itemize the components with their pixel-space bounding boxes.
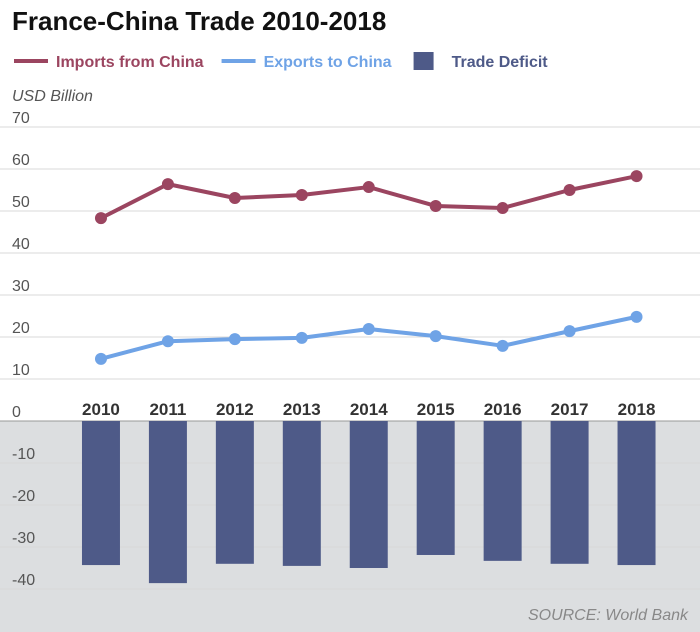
y-tick-label: 40 [12,236,30,253]
x-tick-label: 2015 [417,400,455,419]
bar [215,421,254,564]
legend: Imports from China Exports to China Trade … [14,52,548,71]
point [563,184,576,196]
x-tick-label: 2013 [283,400,321,419]
y-tick-label: 20 [12,320,30,337]
legend-swatch [413,52,434,70]
point [496,339,509,352]
point [429,330,442,343]
bar [483,421,522,561]
y-tick-label: 50 [12,194,30,211]
x-tick-label: 2018 [618,400,656,419]
x-tick-label: 2016 [484,400,522,419]
y-tick-label: -30 [12,530,35,547]
bar [282,421,321,566]
point [630,310,643,323]
point [362,181,375,194]
point [563,325,576,338]
chart-title: France-China Trade 2010-2018 [12,6,386,36]
bar [148,421,187,584]
bar [617,421,656,566]
point [429,199,442,212]
y-tick-label: -10 [12,446,35,463]
point [362,323,375,336]
point [228,191,241,204]
y-tick-label: 10 [12,362,30,379]
bar [416,421,455,555]
x-tick-label: 2017 [551,400,589,419]
x-tick-label: 2010 [82,400,120,419]
bar [550,421,589,564]
x-tick-label: 2014 [350,400,388,419]
point [496,202,509,215]
y-axis-label: USD Billion [12,88,93,105]
y-tick-label: 60 [12,152,30,169]
point [228,333,241,346]
point [295,189,308,202]
point [94,212,107,225]
x-tick-label: 2011 [149,400,186,419]
y-tick-label: 30 [12,278,30,295]
y-tick-label: 0 [12,404,21,421]
point [161,178,174,191]
y-tick-label: 70 [12,110,30,127]
point [295,331,308,344]
legend-label: Imports from China [56,54,204,71]
point [630,170,643,183]
bar [81,421,120,566]
x-tick-label: 2012 [216,400,254,419]
bar [349,421,388,568]
source: SOURCE: World Bank [528,607,689,624]
legend-label: Trade Deficit [452,54,549,71]
y-tick-label: -40 [12,572,35,589]
legend-label: Exports to China [264,54,392,71]
point [94,352,107,365]
point [161,335,174,348]
y-tick-label: -20 [12,488,35,505]
